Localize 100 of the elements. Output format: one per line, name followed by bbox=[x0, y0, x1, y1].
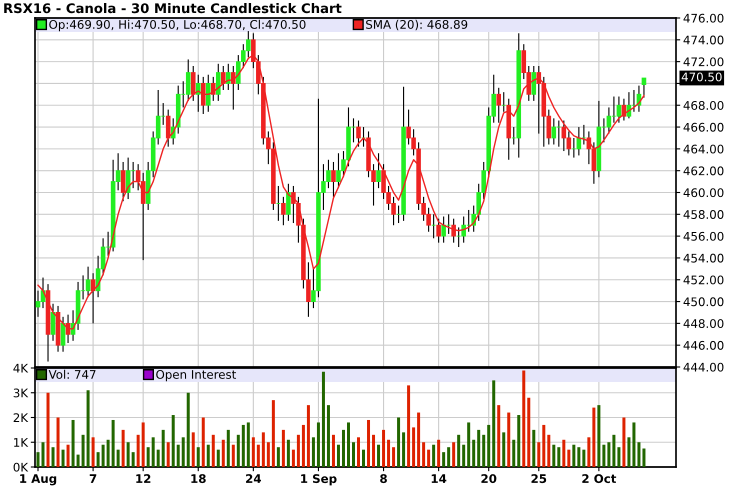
y-tick-label: 466.00 bbox=[684, 122, 724, 132]
candlestick bbox=[120, 161, 126, 202]
bar bbox=[312, 437, 315, 467]
bar bbox=[42, 442, 45, 467]
candlestick bbox=[436, 218, 441, 244]
bar bbox=[326, 405, 330, 467]
bar bbox=[72, 420, 75, 467]
y-tick-label: 3K bbox=[14, 388, 28, 398]
y-tick-label: 474.00 bbox=[684, 36, 724, 44]
candlestick bbox=[356, 120, 361, 148]
x-tick-label: 24 bbox=[246, 474, 262, 483]
y-tick-label: 4K bbox=[13, 364, 28, 372]
bar bbox=[82, 434, 85, 467]
bar bbox=[162, 430, 165, 467]
bar bbox=[392, 447, 396, 467]
bar bbox=[552, 444, 556, 467]
bar bbox=[407, 385, 410, 467]
bar bbox=[242, 424, 245, 467]
bar bbox=[266, 442, 270, 467]
bar bbox=[427, 450, 430, 467]
bar bbox=[136, 434, 140, 467]
bar bbox=[276, 447, 280, 467]
x-tick-label: 8 bbox=[380, 474, 387, 484]
bar bbox=[226, 430, 230, 467]
bar bbox=[332, 434, 335, 467]
bar bbox=[212, 434, 215, 467]
candlestick bbox=[50, 303, 56, 342]
bar bbox=[452, 442, 456, 467]
candlestick bbox=[200, 76, 206, 115]
bar bbox=[206, 444, 210, 467]
bar bbox=[92, 437, 95, 467]
x-tick-label: 7 bbox=[90, 474, 96, 483]
candlestick bbox=[206, 74, 211, 112]
candlestick bbox=[552, 118, 556, 146]
bar bbox=[152, 437, 155, 467]
bar bbox=[66, 444, 70, 467]
bar bbox=[56, 418, 60, 467]
y-tick-label: 462.00 bbox=[684, 166, 724, 176]
bar bbox=[52, 447, 55, 467]
bar bbox=[587, 437, 590, 467]
bar bbox=[522, 370, 526, 467]
bar bbox=[622, 418, 626, 467]
bar bbox=[597, 405, 600, 467]
legend-label: Open Interest bbox=[156, 370, 236, 382]
bar bbox=[336, 444, 340, 467]
bar bbox=[262, 432, 265, 467]
legend-label: Vol: 747 bbox=[48, 370, 96, 379]
bar bbox=[582, 450, 586, 467]
bar bbox=[397, 418, 400, 467]
bar bbox=[146, 447, 150, 467]
bar bbox=[236, 434, 240, 467]
bar bbox=[256, 444, 260, 467]
bar bbox=[102, 444, 105, 467]
bar bbox=[542, 424, 546, 467]
bar bbox=[577, 447, 580, 467]
bar bbox=[86, 390, 90, 467]
bar bbox=[387, 440, 390, 467]
candlestick bbox=[376, 152, 381, 189]
bar bbox=[447, 447, 450, 467]
bar bbox=[96, 452, 100, 467]
bar bbox=[272, 400, 275, 467]
bar bbox=[202, 418, 205, 467]
candlestick bbox=[642, 77, 646, 98]
chart-title: RSX16 - Canola - 30 Minute Candlestick Chart bbox=[4, 3, 342, 14]
candlestick bbox=[286, 183, 291, 222]
bar bbox=[532, 430, 536, 467]
x-tick-label: 25 bbox=[532, 474, 546, 484]
x-tick-label: 12 bbox=[136, 474, 150, 483]
bar bbox=[612, 434, 616, 467]
bar bbox=[537, 442, 540, 467]
bar bbox=[36, 452, 40, 467]
legend-label: SMA (20): 468.89 bbox=[366, 20, 468, 30]
bar bbox=[116, 450, 120, 467]
bar bbox=[232, 444, 235, 467]
bar bbox=[296, 434, 300, 467]
y-tick-label: 468.00 bbox=[684, 100, 724, 110]
bar bbox=[76, 454, 80, 467]
bar bbox=[357, 437, 360, 467]
y-tick-label: 460.00 bbox=[684, 188, 724, 198]
bar bbox=[592, 408, 596, 467]
bar bbox=[122, 430, 125, 467]
bar bbox=[302, 424, 305, 467]
bar bbox=[602, 444, 606, 467]
candlestick bbox=[281, 196, 286, 226]
y-tick-label: 472.00 bbox=[684, 57, 724, 66]
bar bbox=[432, 444, 436, 467]
y-tick-label: 448.00 bbox=[684, 319, 724, 328]
bar bbox=[632, 422, 636, 467]
bar bbox=[527, 398, 530, 467]
bar bbox=[547, 434, 550, 467]
bar bbox=[306, 405, 310, 467]
bar bbox=[477, 430, 480, 467]
bar bbox=[316, 422, 320, 467]
bar bbox=[182, 437, 185, 467]
bar bbox=[222, 440, 225, 467]
bar bbox=[322, 372, 325, 467]
y-tick-label: 446.00 bbox=[684, 340, 724, 350]
x-tick-label: 20 bbox=[481, 474, 496, 484]
bar bbox=[282, 430, 285, 467]
bar bbox=[442, 452, 446, 467]
